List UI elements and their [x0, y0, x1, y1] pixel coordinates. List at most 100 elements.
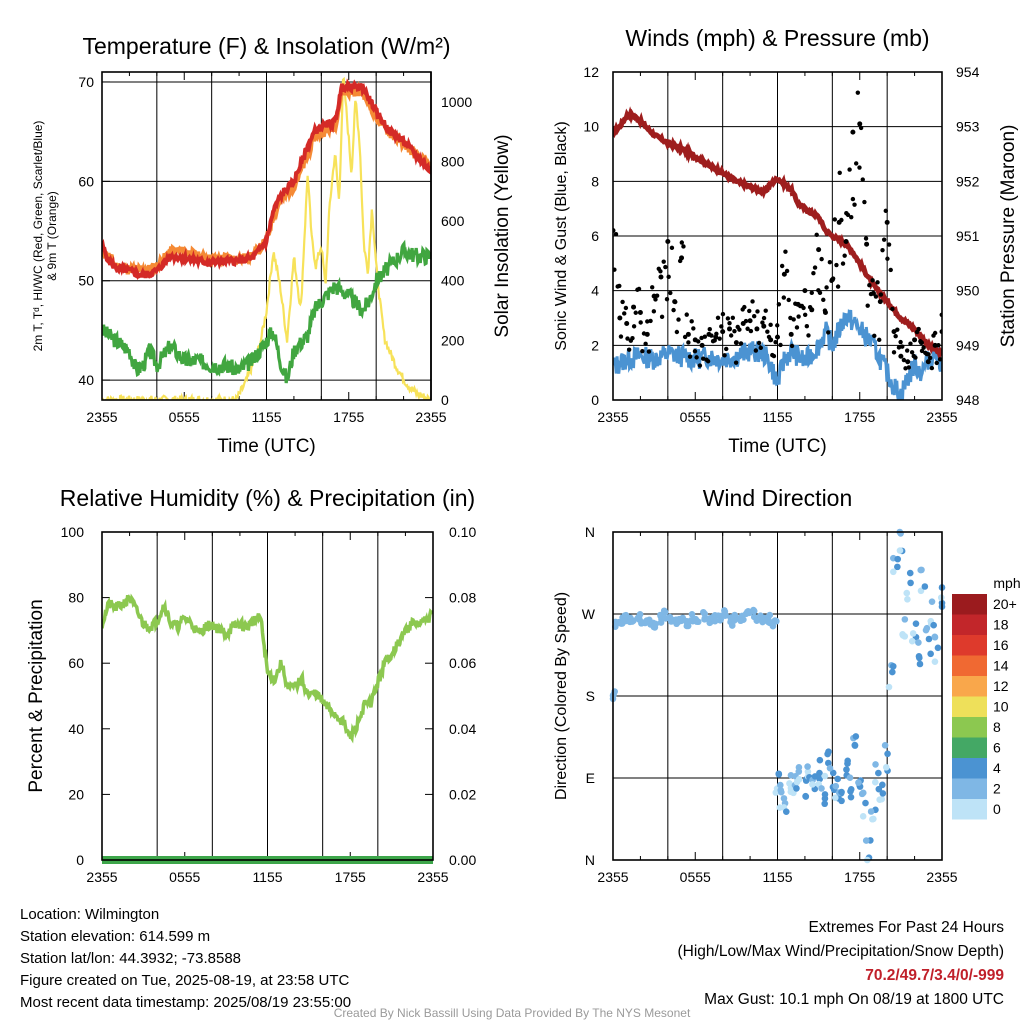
gust-point	[814, 232, 819, 238]
direction-point	[795, 776, 803, 783]
created-text: Figure created on Tue, 2025-08-19, at 23…	[20, 972, 350, 989]
direction-point	[885, 683, 893, 691]
direction-point	[627, 614, 634, 622]
gust-point	[804, 323, 810, 329]
y2-tick-label: 200	[441, 332, 465, 348]
direction-point	[921, 583, 929, 590]
direction-point	[744, 608, 752, 615]
gust-point	[898, 339, 903, 345]
direction-point	[917, 587, 925, 595]
direction-point	[715, 612, 722, 620]
x-tick-label: 0555	[680, 409, 711, 425]
gust-point	[873, 294, 879, 299]
gust-point	[636, 286, 642, 292]
gust-point	[625, 336, 630, 341]
gust-point	[918, 339, 923, 344]
legend-swatch	[952, 778, 987, 799]
dewpoint-line	[102, 239, 431, 384]
gust-point	[641, 331, 647, 336]
y-tick-label: 50	[78, 273, 94, 289]
gust-point	[707, 326, 712, 332]
direction-point	[882, 764, 890, 771]
direction-point	[871, 778, 879, 786]
gust-point	[928, 355, 933, 361]
gust-point	[855, 90, 861, 95]
x-tick-label: 1155	[252, 869, 282, 885]
gust-point	[724, 346, 729, 352]
direction-point	[916, 654, 923, 662]
gust-point	[806, 333, 811, 338]
y2-tick-label: 948	[956, 392, 980, 408]
y2-axis-label: Station Pressure (Maroon)	[998, 125, 1019, 348]
gust-point	[720, 329, 726, 335]
gust-point	[812, 265, 818, 270]
direction-point	[884, 750, 891, 758]
gust-point	[860, 177, 865, 182]
direction-point	[766, 611, 774, 619]
gust-point	[666, 274, 671, 280]
y-tick-label: 0	[76, 852, 84, 868]
gust-point	[630, 335, 635, 341]
gust-point	[638, 320, 643, 325]
y2-tick-label: 952	[956, 173, 980, 189]
gust-point	[783, 249, 788, 254]
gust-point	[743, 318, 749, 324]
gust-point	[788, 315, 793, 321]
gust-point	[847, 167, 852, 172]
x-tick-label: 0555	[680, 869, 711, 885]
x-tick-label: 2355	[417, 869, 448, 885]
y-tick-label: 12	[583, 64, 599, 80]
gust-point	[613, 232, 619, 237]
gust-point	[839, 217, 844, 223]
gust-point	[756, 340, 762, 346]
gust-point	[671, 307, 676, 313]
gust-point	[788, 331, 794, 337]
direction-point	[852, 733, 860, 740]
legend-label: 2	[993, 781, 1001, 797]
gust-point	[705, 359, 711, 364]
x-tick-label: 2355	[86, 409, 117, 425]
legend-label: 14	[993, 658, 1009, 674]
direction-point	[750, 607, 758, 615]
direction-point	[894, 555, 902, 563]
temp-2m-line	[102, 78, 431, 281]
direction-point	[675, 615, 683, 623]
gust-point	[712, 338, 717, 343]
direction-point	[875, 769, 882, 777]
direction-point	[907, 579, 914, 587]
gust-point	[781, 271, 787, 277]
gust-point	[881, 237, 887, 242]
legend-label: 16	[993, 637, 1009, 653]
gust-point	[665, 238, 671, 244]
gust-point	[623, 305, 629, 311]
y2-axis-label: Solar Insolation (Yellow)	[492, 134, 513, 337]
gust-point	[727, 320, 732, 326]
direction-point	[772, 789, 780, 796]
direction-point	[728, 622, 736, 629]
y-tick-label: 10	[583, 119, 599, 135]
gust-point	[789, 343, 795, 349]
gust-point	[904, 348, 910, 353]
gust-point	[661, 259, 666, 264]
gust-point	[733, 340, 739, 346]
y2-tick-label: 0.10	[449, 524, 476, 540]
gust-point	[853, 161, 859, 166]
direction-point	[795, 768, 803, 775]
gust-point	[663, 264, 668, 270]
panel-3: 2355 0555 1155 1755 2355 Relative Humidity (%…	[26, 485, 476, 885]
gust-point	[905, 359, 911, 365]
x-tick-label: 2355	[597, 409, 628, 425]
y-tick-label: 60	[68, 655, 84, 671]
grid-lines	[612, 531, 943, 861]
legend-swatch	[952, 696, 987, 717]
direction-point	[862, 837, 870, 844]
gust-point	[727, 326, 733, 332]
direction-point	[903, 589, 911, 597]
direction-point	[821, 800, 829, 808]
gust-point	[768, 322, 773, 328]
gust-point	[864, 241, 870, 247]
direction-point	[915, 639, 922, 646]
direction-point	[802, 792, 809, 800]
gust-point	[885, 256, 890, 261]
gust-point	[781, 295, 787, 300]
